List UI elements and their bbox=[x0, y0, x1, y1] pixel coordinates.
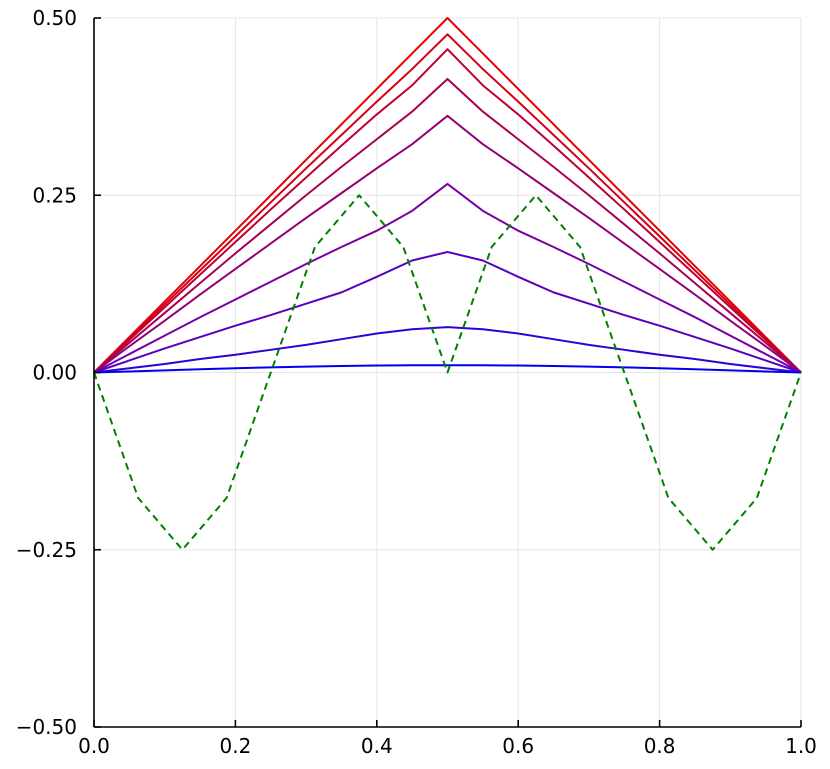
x-tick-label-5: 1.0 bbox=[785, 734, 817, 758]
y-tick-label-4: −0.50 bbox=[16, 715, 77, 739]
x-tick-label-0: 0.0 bbox=[78, 734, 110, 758]
series-line-6 bbox=[93, 182, 802, 374]
series-line-10 bbox=[93, 194, 802, 551]
series-line-2 bbox=[93, 33, 802, 374]
axes bbox=[93, 17, 802, 728]
series-line-1 bbox=[93, 17, 802, 374]
x-tick-label-1: 0.2 bbox=[219, 734, 251, 758]
y-tick-label-1: 0.25 bbox=[32, 183, 77, 207]
y-tick-label-2: 0.00 bbox=[32, 361, 77, 385]
series-line-4 bbox=[93, 77, 802, 374]
tick-labels: 0.0 0.2 0.4 0.6 0.8 1.0 0.50 0.25 0.00 −0.25 −0.50 bbox=[16, 6, 817, 758]
series-line-3 bbox=[93, 48, 802, 374]
y-tick-label-3: −0.25 bbox=[16, 538, 77, 562]
series-line-8 bbox=[93, 326, 802, 374]
x-tick-label-2: 0.4 bbox=[361, 734, 393, 758]
y-tick-label-0: 0.50 bbox=[32, 6, 77, 30]
series-line-5 bbox=[93, 114, 802, 374]
x-tick-label-4: 0.8 bbox=[644, 734, 676, 758]
x-tick-label-3: 0.6 bbox=[502, 734, 534, 758]
series-line-9 bbox=[93, 364, 802, 374]
series-group bbox=[93, 17, 802, 551]
series-line-7 bbox=[93, 250, 802, 374]
